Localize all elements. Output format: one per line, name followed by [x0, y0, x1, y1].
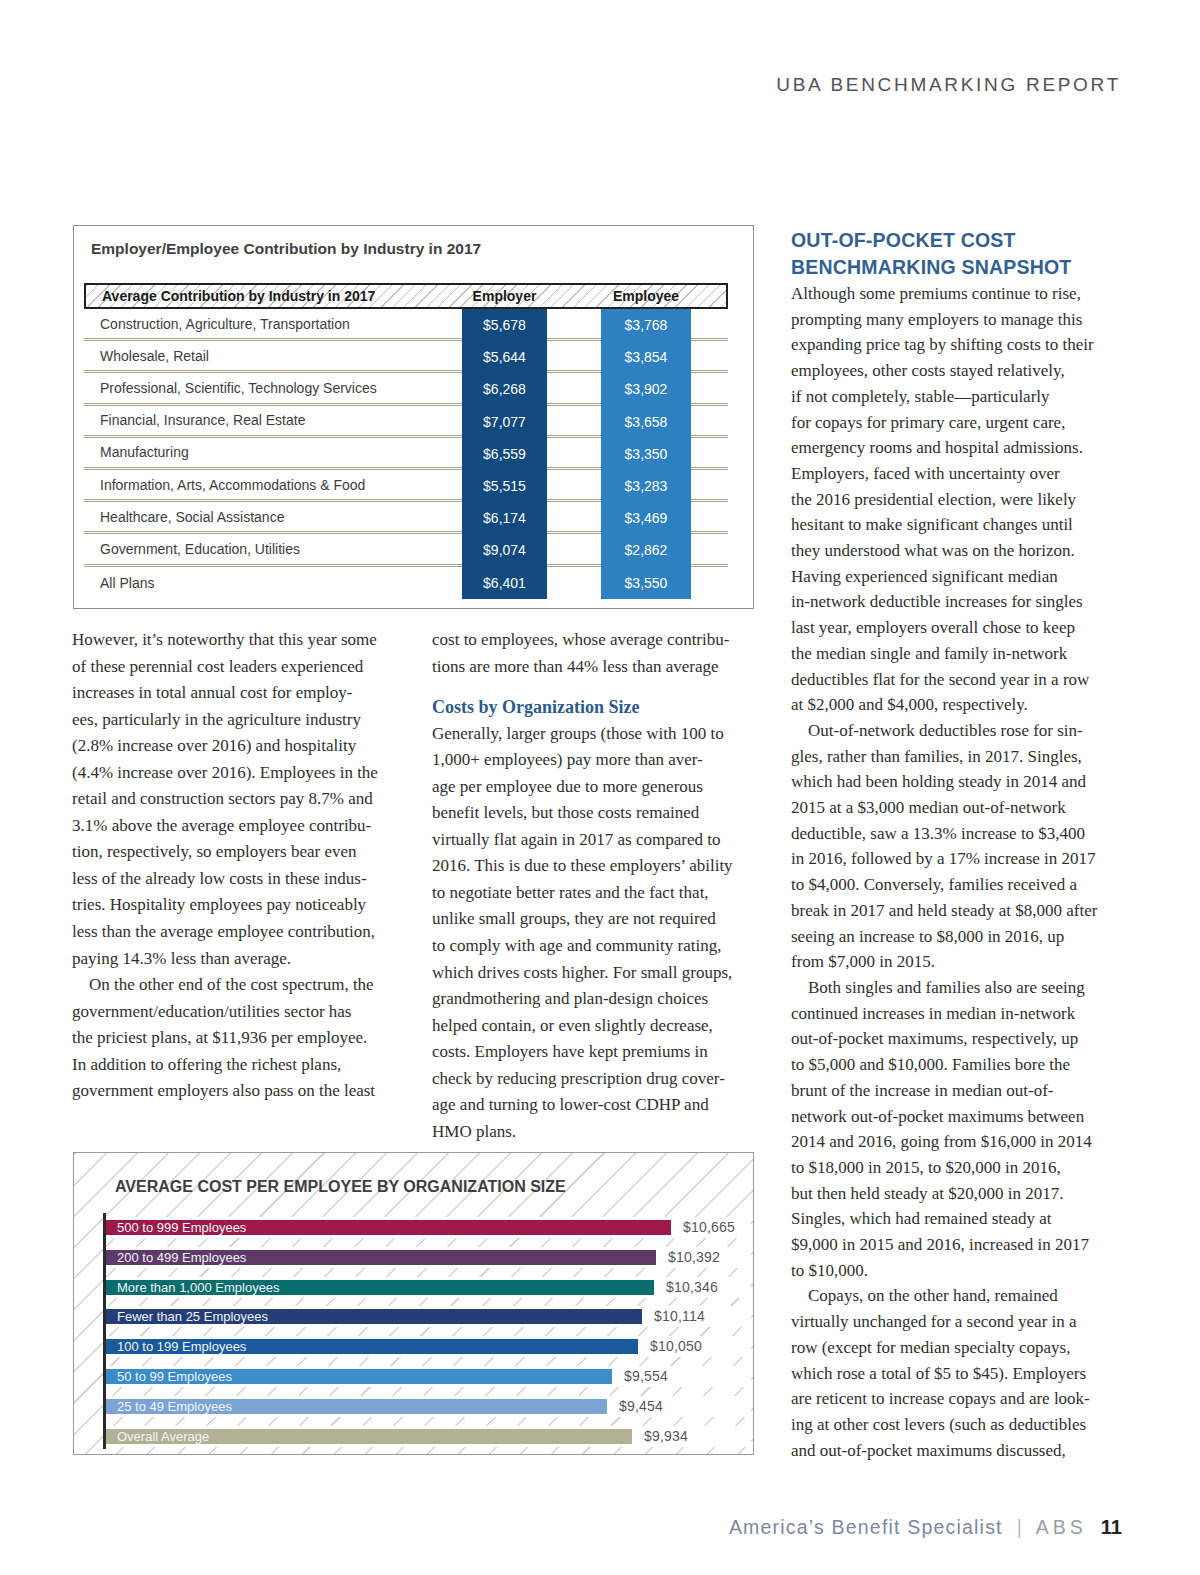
- employer-value: $6,268: [462, 381, 547, 397]
- section-heading: Costs by Organization Size: [432, 694, 733, 721]
- employee-value: $3,768: [601, 317, 691, 333]
- paragraph: Generally, larger groups (those with 100…: [432, 721, 733, 1146]
- employer-value: $9,074: [462, 542, 547, 558]
- chart-bar-value: $10,114: [654, 1308, 705, 1324]
- chart-bar-row: 50 to 99 Employees $9,554: [104, 1366, 751, 1387]
- chart-bar-label: 500 to 999 Employees: [117, 1220, 246, 1235]
- chart-bar-row: 500 to 999 Employees $10,665: [104, 1217, 751, 1238]
- chart-bar-value: $9,554: [624, 1368, 668, 1384]
- chart-bar: Fewer than 25 Employees: [104, 1309, 642, 1324]
- chart-bar-value: $10,346: [666, 1279, 718, 1295]
- chart-bar: 50 to 99 Employees: [104, 1369, 612, 1384]
- employer-value: $6,174: [462, 510, 547, 526]
- snapshot-heading: OUT-OF-POCKET COST BENCHMARKING SNAPSHOT: [791, 227, 1071, 280]
- employee-value: $3,902: [601, 381, 691, 397]
- article-column-3: Although some premiums continue to rise,…: [791, 281, 1097, 1463]
- chart-bar-label: 25 to 49 Employees: [117, 1399, 232, 1414]
- industry-contribution-table: Employer/Employee Contribution by Indust…: [73, 225, 754, 609]
- paragraph: Copays, on the other hand, remained virt…: [791, 1283, 1097, 1463]
- paragraph: Both singles and families also are seein…: [791, 975, 1097, 1283]
- article-column-2: cost to employees, whose average contrib…: [432, 627, 733, 1145]
- chart-bar: More than 1,000 Employees: [104, 1280, 654, 1295]
- footer-brand: America’s Benefit Specialist: [729, 1516, 1003, 1539]
- chart-bar-value: $9,934: [644, 1428, 688, 1444]
- column-header-industry: Average Contribution by Industry in 2017: [102, 288, 375, 304]
- chart-bar-value: $10,050: [650, 1338, 702, 1354]
- column-header-employer: Employer: [462, 288, 547, 304]
- paragraph: However, it’s noteworthy that this year …: [72, 627, 378, 972]
- footer-divider: |: [1017, 1516, 1022, 1539]
- footer-abbreviation: ABS: [1036, 1516, 1087, 1539]
- chart-bar-label: Fewer than 25 Employees: [117, 1309, 268, 1324]
- chart-bar-value: $10,665: [683, 1219, 735, 1235]
- paragraph: cost to employees, whose average contrib…: [432, 627, 733, 680]
- chart-bar: 100 to 199 Employees: [104, 1339, 638, 1354]
- chart-bar-row: Fewer than 25 Employees $10,114: [104, 1306, 751, 1327]
- chart-axis-line: [103, 1213, 106, 1449]
- chart-bar-label: 100 to 199 Employees: [117, 1339, 246, 1354]
- chart-bar-row: 100 to 199 Employees $10,050: [104, 1336, 751, 1357]
- employee-value: $2,862: [601, 542, 691, 558]
- avg-cost-bar-chart: AVERAGE COST PER EMPLOYEE BY ORGANIZATIO…: [73, 1152, 754, 1455]
- article-column-1: However, it’s noteworthy that this year …: [72, 627, 378, 1105]
- chart-bar-value: $10,392: [668, 1249, 720, 1265]
- employee-value: $3,350: [601, 446, 691, 462]
- chart-bar-label: 50 to 99 Employees: [117, 1369, 232, 1384]
- paragraph: Out-of-network deductibles rose for sin-…: [791, 718, 1097, 975]
- report-header-title: UBA BENCHMARKING REPORT: [776, 74, 1121, 96]
- chart-bar: 500 to 999 Employees: [104, 1220, 671, 1235]
- chart-bar-label: More than 1,000 Employees: [117, 1280, 280, 1295]
- employer-value: $6,559: [462, 446, 547, 462]
- employer-value: $5,644: [462, 349, 547, 365]
- chart-bar-row: More than 1,000 Employees $10,346: [104, 1277, 751, 1298]
- chart-bar-value: $9,454: [619, 1398, 663, 1414]
- chart-bar-row: Overall Average $9,934: [104, 1426, 751, 1447]
- chart-bar-row: 25 to 49 Employees $9,454: [104, 1396, 751, 1417]
- paragraph: On the other end of the cost spectrum, t…: [72, 972, 378, 1105]
- chart-bar: 25 to 49 Employees: [104, 1399, 607, 1414]
- chart-bar: 200 to 499 Employees: [104, 1250, 656, 1265]
- paragraph: Although some premiums continue to rise,…: [791, 281, 1097, 718]
- page-number: 11: [1101, 1516, 1122, 1539]
- chart-bar-row: 200 to 499 Employees $10,392: [104, 1247, 751, 1268]
- employer-value: $5,515: [462, 478, 547, 494]
- employee-value: $3,854: [601, 349, 691, 365]
- employee-value: $3,283: [601, 478, 691, 494]
- chart-title: AVERAGE COST PER EMPLOYEE BY ORGANIZATIO…: [115, 1178, 566, 1196]
- column-header-employee: Employee: [601, 288, 691, 304]
- table-title: Employer/Employee Contribution by Indust…: [91, 240, 481, 258]
- employee-value: $3,469: [601, 510, 691, 526]
- chart-bar: Overall Average: [104, 1429, 632, 1444]
- employer-value: $7,077: [462, 414, 547, 430]
- chart-bar-label: Overall Average: [117, 1429, 209, 1444]
- table-header-row: Average Contribution by Industry in 2017…: [84, 283, 728, 309]
- page-footer: America’s Benefit Specialist | ABS 11: [729, 1516, 1122, 1539]
- chart-bar-label: 200 to 499 Employees: [117, 1250, 246, 1265]
- employer-value: $6,401: [462, 575, 547, 591]
- employee-value: $3,550: [601, 575, 691, 591]
- employer-value: $5,678: [462, 317, 547, 333]
- employee-value: $3,658: [601, 414, 691, 430]
- magazine-page: { "header": { "title": "UBA BENCHMARKING…: [0, 0, 1200, 1575]
